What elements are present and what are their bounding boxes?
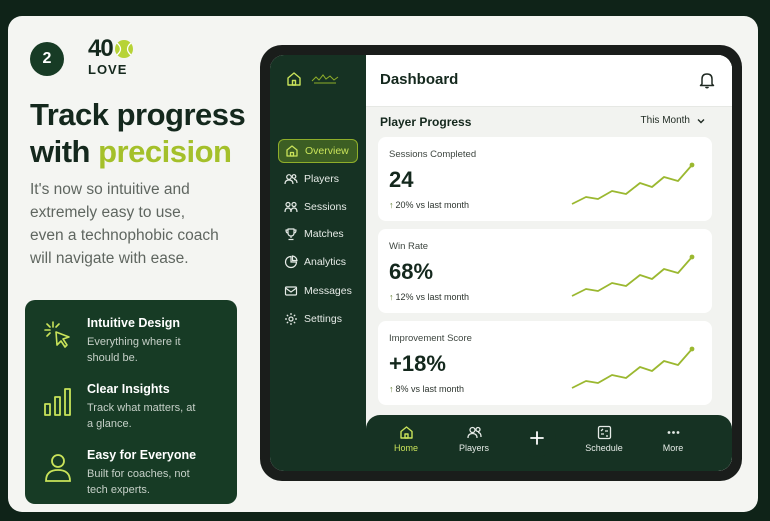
headline-line2: with <box>30 134 91 169</box>
top-bar: Dashboard <box>366 55 732 107</box>
logo-number: 40 <box>88 35 114 62</box>
feature-desc: Track what matters, at a glance. <box>87 402 196 430</box>
feature-desc: Everything where it should be. <box>87 336 181 364</box>
feature-desc: Built for coaches, not tech experts. <box>87 468 190 496</box>
bottom-nav: Home Players Schedule Mo <box>366 415 732 471</box>
page-title: Dashboard <box>380 71 459 88</box>
sidebar-item-overview[interactable]: Overview <box>278 139 358 163</box>
sidebar-item-label: Settings <box>304 313 342 325</box>
step-badge: 2 <box>30 42 64 76</box>
tennis-ball-icon <box>114 40 133 58</box>
bottom-nav-schedule[interactable]: Schedule <box>574 425 634 465</box>
stat-change: ↑ 8% vs last month <box>389 384 464 394</box>
stat-label: Improvement Score <box>389 333 472 344</box>
bottom-nav-home[interactable]: Home <box>376 425 436 465</box>
tablet-screen: Overview Players Sessions Matches Analyt… <box>270 55 732 471</box>
sparkline-chart <box>571 254 695 297</box>
home-icon <box>286 145 298 157</box>
stat-change-text: 12% vs last month <box>395 292 470 302</box>
main-content: Dashboard Player Progress This Month Ses… <box>366 55 732 471</box>
stat-change-text: 20% vs last month <box>395 200 470 210</box>
tablet-device: Overview Players Sessions Matches Analyt… <box>260 45 742 481</box>
sidebar-item-label: Players <box>304 173 340 185</box>
plus-icon <box>530 431 544 445</box>
feature-title: Easy for Everyone <box>87 448 197 462</box>
sidebar-item-label: Overview <box>305 145 349 157</box>
cursor-click-icon <box>44 321 70 348</box>
section-title: Player Progress <box>380 115 472 129</box>
sidebar-item-sessions[interactable]: Sessions <box>278 195 358 219</box>
subtext: It's now so intuitive and extremely easy… <box>30 181 219 267</box>
stat-value: 24 <box>389 167 414 192</box>
more-dots-icon <box>667 431 679 434</box>
app-logo-icon <box>311 74 339 84</box>
stat-card-win-rate: Win Rate 68% ↑ 12% vs last month <box>378 229 712 313</box>
feature-intuitive-design: Intuitive Design Everything where it sho… <box>25 316 237 376</box>
bottom-nav-label: More <box>662 443 684 453</box>
sidebar-item-messages[interactable]: Messages <box>278 279 358 303</box>
brand-logo: 40 LOVE <box>88 36 148 80</box>
stat-value: +18% <box>389 351 446 376</box>
sidebar-item-label: Analytics <box>304 256 347 268</box>
stat-card-improvement: Improvement Score +18% ↑ 8% vs last month <box>378 321 712 405</box>
users-icon <box>284 174 298 185</box>
arrow-up-icon: ↑ <box>389 292 394 302</box>
bottom-nav-label: Home <box>393 443 418 453</box>
calendar-icon <box>597 425 611 440</box>
stat-card-sessions: Sessions Completed 24 ↑ 20% vs last month <box>378 137 712 221</box>
stat-label: Win Rate <box>389 241 429 252</box>
feature-clear-insights: Clear Insights Track what matters, at a … <box>25 382 237 442</box>
sparkline-chart <box>571 346 695 389</box>
sidebar: Overview Players Sessions Matches Analyt… <box>270 55 366 471</box>
date-range-select[interactable]: This Month <box>641 115 706 126</box>
headline-accent: precision <box>98 134 232 169</box>
headline-line1: Track progress <box>30 97 246 132</box>
chevron-down-icon <box>697 118 705 123</box>
date-range-label: This Month <box>640 115 690 126</box>
stat-label: Sessions Completed <box>389 149 477 160</box>
bar-chart-icon <box>44 388 71 416</box>
analytics-icon <box>284 255 298 269</box>
feature-title: Intuitive Design <box>87 316 181 330</box>
home-icon <box>399 426 413 439</box>
feature-title: Clear Insights <box>87 382 170 396</box>
stat-change: ↑ 12% vs last month <box>389 292 469 302</box>
bottom-nav-label: Schedule <box>585 443 623 453</box>
stat-value: 68% <box>389 259 434 284</box>
bottom-nav-players[interactable]: Players <box>444 425 504 465</box>
sidebar-item-label: Sessions <box>304 201 347 213</box>
arrow-up-icon: ↑ <box>389 384 394 394</box>
sparkline-chart <box>571 162 695 205</box>
bell-icon[interactable] <box>698 71 716 89</box>
add-button[interactable] <box>518 419 556 457</box>
sidebar-item-label: Messages <box>304 285 352 297</box>
headline: Track progress with precision <box>30 96 260 170</box>
sidebar-item-settings[interactable]: Settings <box>278 307 358 331</box>
features-panel: Intuitive Design Everything where it sho… <box>25 300 237 504</box>
bottom-nav-more[interactable]: More <box>643 425 703 465</box>
sidebar-item-players[interactable]: Players <box>278 167 358 191</box>
bottom-nav-label: Players <box>458 443 489 453</box>
user-group-icon <box>284 201 298 213</box>
mail-icon <box>284 286 298 296</box>
gear-icon <box>285 313 297 325</box>
sidebar-item-label: Matches <box>304 228 344 240</box>
feature-easy-for-everyone: Easy for Everyone Built for coaches, not… <box>25 448 237 508</box>
sidebar-item-matches[interactable]: Matches <box>278 222 358 246</box>
stat-change: ↑ 20% vs last month <box>389 200 469 210</box>
user-icon <box>45 454 71 482</box>
feature-card: 2 40 LOVE Track progress with precision … <box>8 16 758 512</box>
logo-word: LOVE <box>88 62 128 77</box>
arrow-up-icon: ↑ <box>389 200 394 210</box>
sidebar-item-analytics[interactable]: Analytics <box>278 250 358 274</box>
stat-change-text: 8% vs last month <box>395 384 465 394</box>
trophy-icon <box>285 228 297 241</box>
users-icon <box>466 426 482 439</box>
home-icon[interactable] <box>286 71 302 87</box>
